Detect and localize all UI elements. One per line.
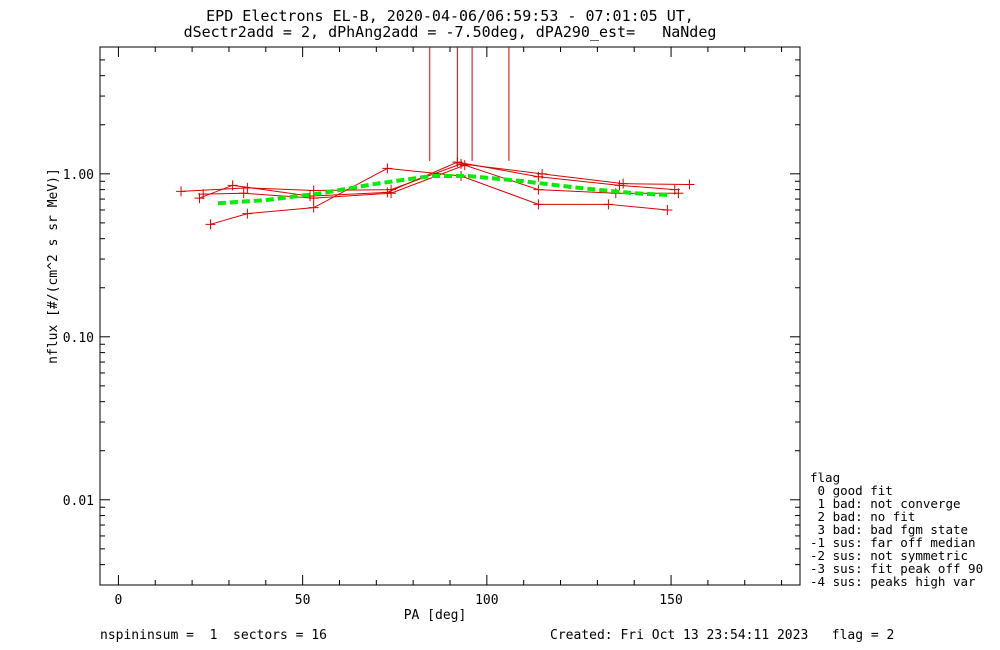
series-3-point	[662, 204, 673, 215]
series-4-point	[673, 188, 684, 199]
series-3-point	[308, 202, 319, 213]
x-tick-label: 150	[659, 593, 682, 608]
fit-curve	[217, 173, 672, 206]
legend-item: 1 bad: not converge	[810, 496, 961, 511]
x-tick-label: 100	[475, 593, 498, 608]
series-line-3	[210, 167, 668, 225]
legend-item: -2 sus: not symmetric	[810, 548, 969, 563]
series-1-point	[684, 179, 695, 190]
series-3-point	[382, 163, 393, 174]
legend-item: -4 sus: peaks high var	[810, 574, 976, 589]
chart-title-line2: dSectr2add = 2, dPhAng2add = -7.50deg, d…	[183, 23, 717, 41]
legend-item: 0 good fit	[810, 483, 893, 498]
y-tick-label: 0.01	[63, 494, 94, 509]
series-3-point	[533, 199, 544, 210]
x-axis-label: PA [deg]	[404, 608, 467, 623]
y-tick-label: 1.00	[63, 168, 94, 183]
y-axis-label: nflux [#/(cm^2 s sr MeV)]	[46, 168, 61, 364]
x-tick-label: 0	[115, 593, 123, 608]
legend-item: 2 bad: no fit	[810, 509, 916, 524]
series-2-point	[533, 171, 544, 182]
legend-item: 3 bad: bad fgm state	[810, 522, 969, 537]
series-1-point	[176, 186, 187, 197]
series-4-point	[459, 160, 470, 171]
series-4-point	[198, 189, 209, 200]
legend-item: -3 sus: fit peak off 90	[810, 561, 984, 576]
x-tick-label: 50	[295, 593, 311, 608]
plot-frame	[99, 46, 801, 586]
series-4-point	[238, 188, 249, 199]
footer-right: Created: Fri Oct 13 23:54:11 2023 flag =…	[550, 628, 895, 643]
footer-left: nspininsum = 1 sectors = 16	[100, 628, 327, 643]
legend-title: flag	[810, 470, 841, 485]
series-4-point	[386, 188, 397, 199]
chart-title-line1: EPD Electrons EL-B, 2020-04-06/06:59:53 …	[206, 7, 694, 25]
flag-legend: flag 0 good fit 1 bad: not converge 2 ba…	[810, 471, 983, 588]
series-3-point	[205, 219, 216, 230]
series-line-4	[203, 164, 679, 199]
series-3-point	[242, 208, 253, 219]
legend-item: -1 sus: far off median	[810, 535, 976, 550]
series-2-point	[227, 180, 238, 191]
series-3-point	[603, 199, 614, 210]
series-2-point	[614, 180, 625, 191]
series-4-point	[533, 184, 544, 195]
y-tick-label: 0.10	[63, 331, 94, 346]
